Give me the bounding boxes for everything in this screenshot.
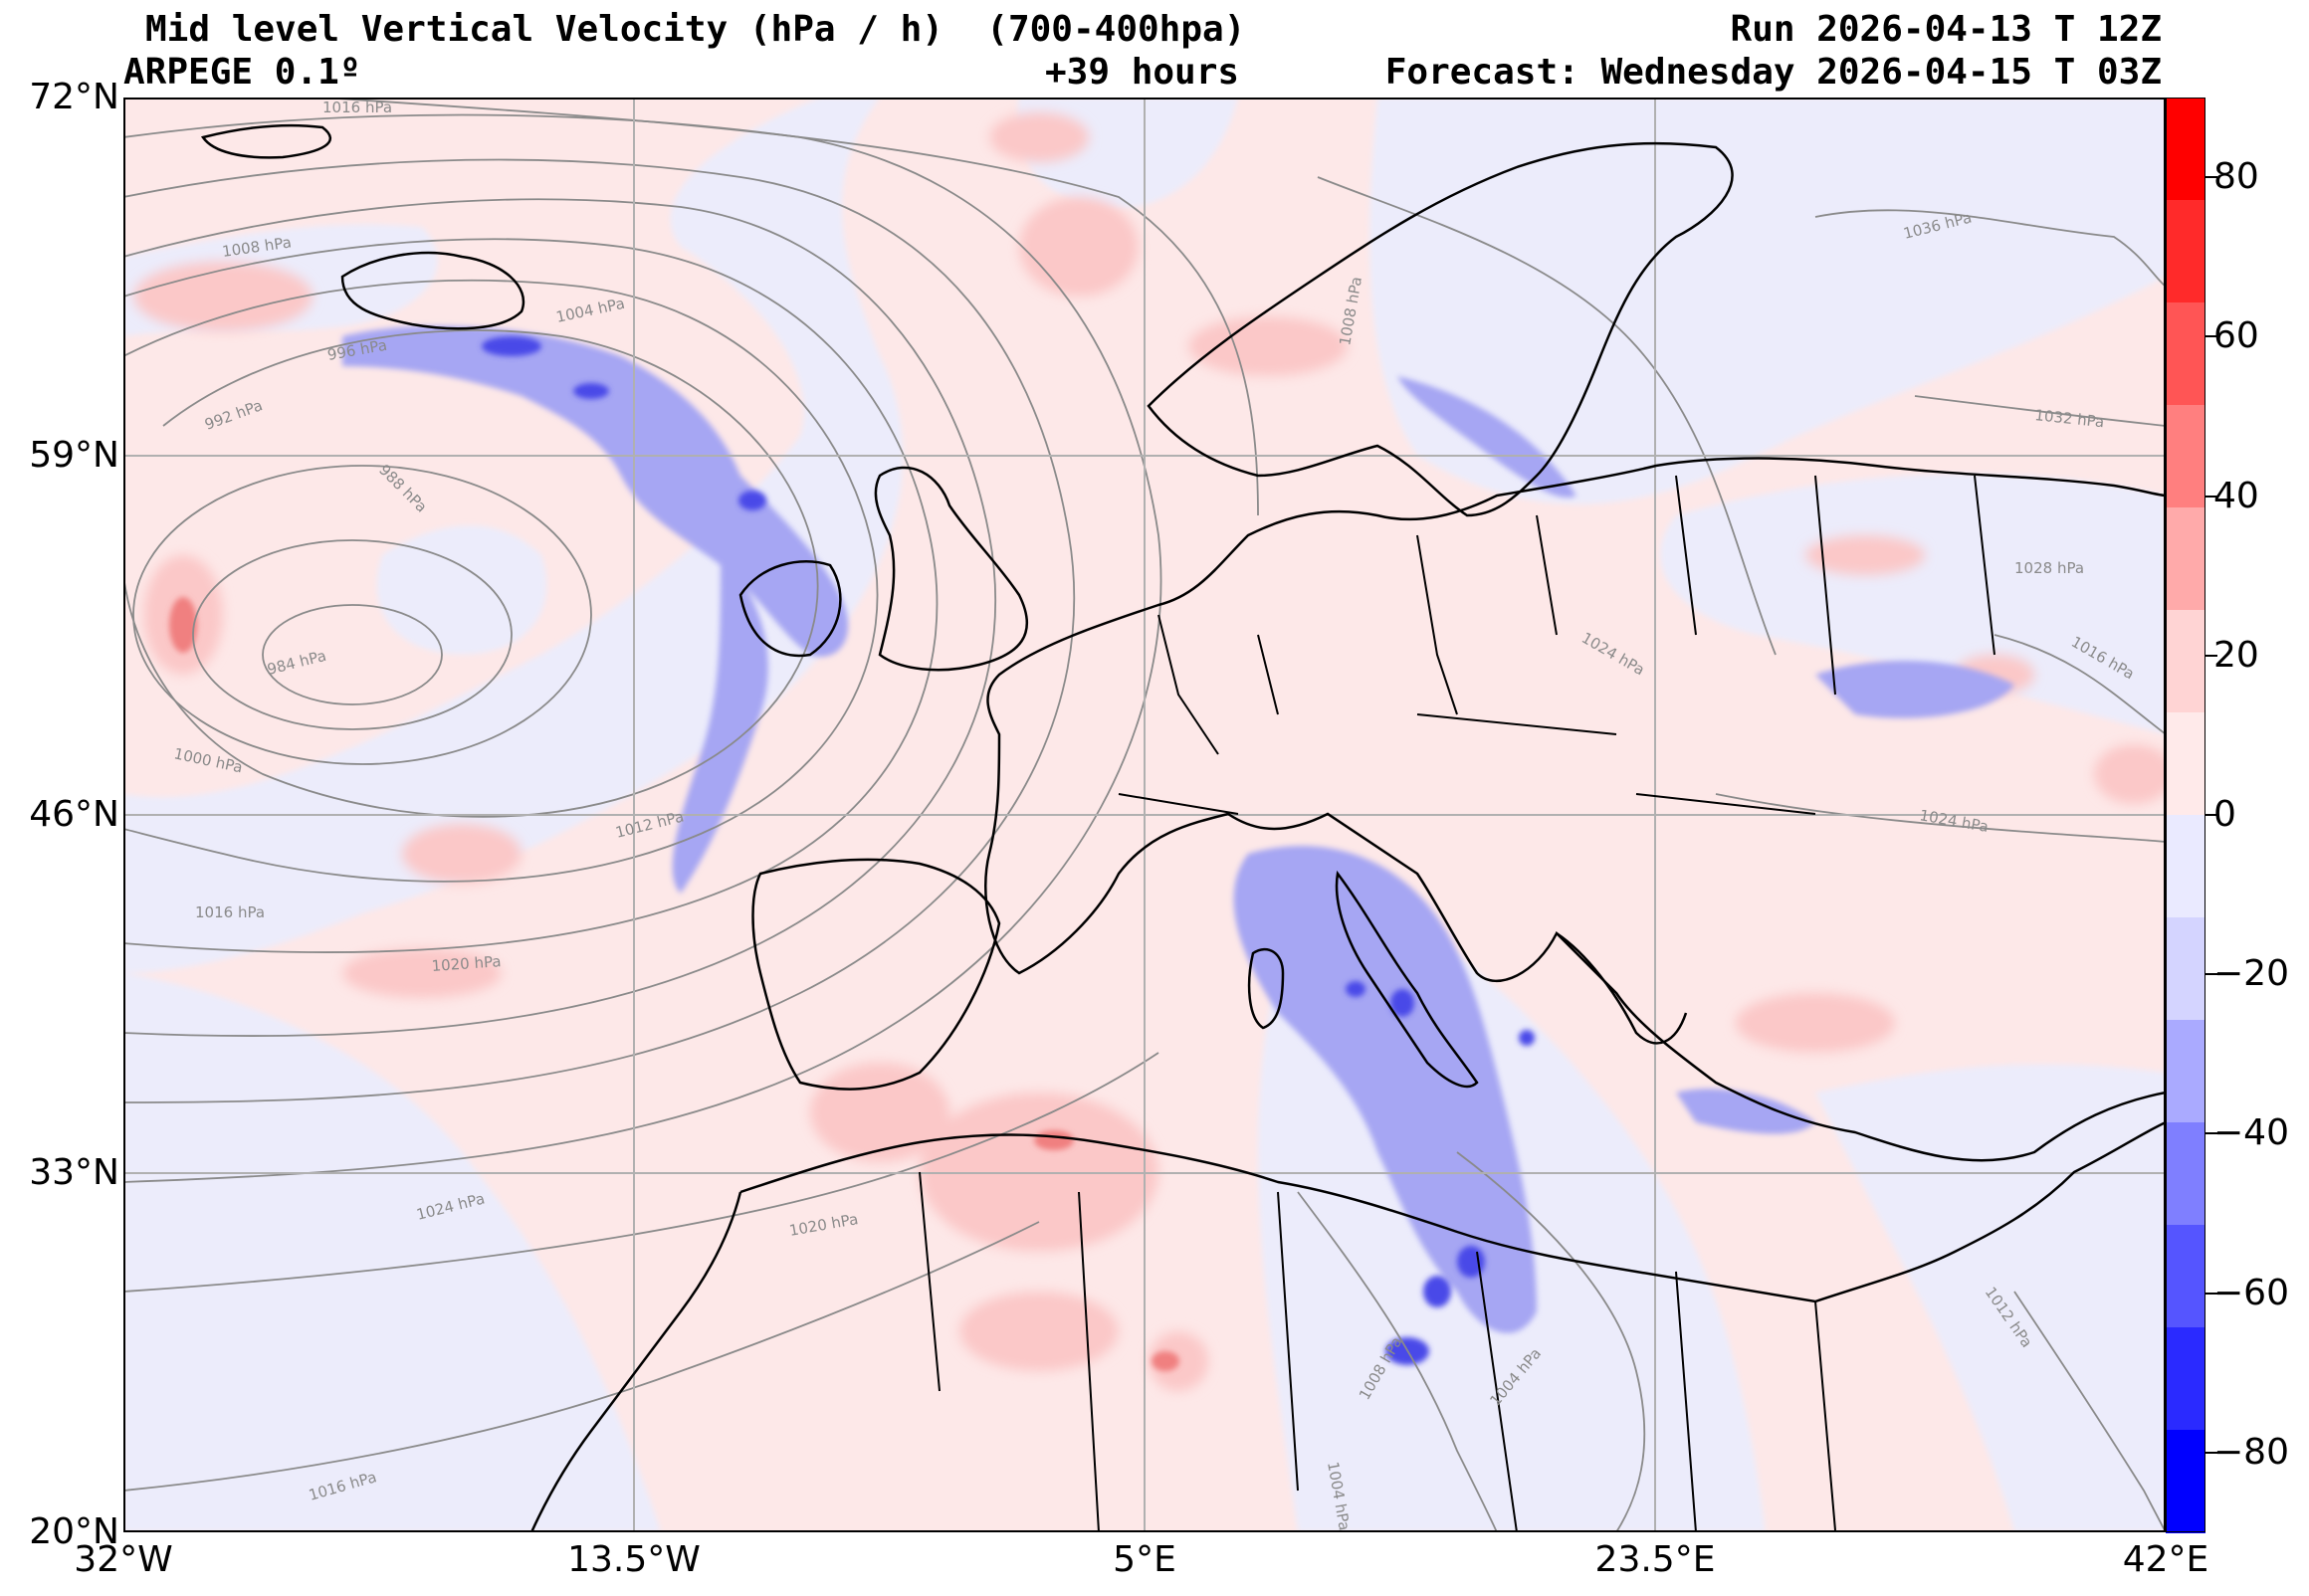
- scandinavia-coast: [1147, 141, 1734, 517]
- colorbar-segment: [2166, 302, 2205, 406]
- colorbar-tick: [2205, 1292, 2217, 1295]
- isobars: [123, 98, 2166, 1532]
- north-africa-coast: [739, 1120, 2166, 1303]
- colorbar-tick: [2205, 495, 2217, 498]
- colorbar-label: 40: [2213, 475, 2259, 516]
- colorbar-segment: [2166, 405, 2205, 508]
- colorbar-label: −80: [2213, 1431, 2289, 1473]
- colorbar-segment: [2166, 98, 2205, 201]
- isobar-label: 1016 hPa: [195, 903, 265, 921]
- lon-label-23-5e: 23.5°E: [1594, 1539, 1716, 1580]
- ireland-coast: [738, 560, 842, 658]
- italy-coast: [1335, 870, 1479, 1089]
- lat-label-72n: 72°N: [29, 77, 119, 117]
- colorbar-segment: [2166, 200, 2205, 303]
- iceland-coast: [340, 251, 525, 330]
- colorbar-label: 60: [2213, 315, 2259, 357]
- coastlines: [200, 123, 2166, 1532]
- greenland-coast: [200, 123, 331, 159]
- colorbar-label: −60: [2213, 1272, 2289, 1313]
- lon-label-5e: 5°E: [1113, 1539, 1176, 1580]
- colorbar-segment: [2166, 712, 2205, 816]
- lat-label-46n: 46°N: [29, 794, 119, 835]
- map-panel: 1016 hPa 1008 hPa 1004 hPa 996 hPa 992 h…: [123, 98, 2166, 1532]
- iberia-coast: [751, 858, 1001, 1091]
- map-frame: [123, 98, 2166, 1532]
- colorbar-label: −40: [2213, 1112, 2289, 1154]
- colorbar-label: 0: [2213, 794, 2236, 835]
- isobar-label: 1016 hPa: [322, 99, 392, 116]
- lead-time-label: +39 hours: [1045, 52, 1240, 93]
- colorbar-segment: [2166, 1225, 2205, 1328]
- colorbar-segment: [2166, 1122, 2205, 1226]
- lon-label-13-5w: 13.5°W: [567, 1539, 701, 1580]
- colorbar: [2166, 98, 2217, 1533]
- colorbar-segment: [2166, 917, 2205, 1021]
- colorbar-tick: [2205, 973, 2217, 976]
- colorbar-segment: [2166, 1430, 2205, 1533]
- colorbar-segment: [2166, 815, 2205, 918]
- isobar-label: 1028 hPa: [2014, 559, 2084, 577]
- colorbar-tick: [2205, 176, 2217, 179]
- descent-regions: [133, 112, 2166, 1391]
- forecast-label: Forecast: Wednesday 2026-04-15 T 03Z: [1384, 52, 2162, 93]
- graticule: [123, 98, 2166, 1532]
- colorbar-label: −20: [2213, 953, 2289, 995]
- west-africa-coast: [529, 1191, 742, 1532]
- colorbar-tick: [2205, 1132, 2217, 1135]
- colorbar-tick: [2205, 654, 2217, 657]
- isobar-label: 1020 hPa: [431, 952, 502, 975]
- lat-label-59n: 59°N: [29, 435, 119, 476]
- europe-coast: [984, 457, 2166, 1162]
- colorbar-segment: [2166, 610, 2205, 713]
- greece-coast: [1556, 931, 1688, 1045]
- run-label: Run 2026-04-13 T 12Z: [1730, 9, 2162, 50]
- model-label: ARPEGE 0.1º: [123, 52, 361, 93]
- colorbar-segment: [2166, 507, 2205, 611]
- britain-coast: [874, 466, 1029, 672]
- colorbar-tick: [2205, 814, 2217, 816]
- colorbar-segment: [2166, 1020, 2205, 1123]
- colorbar-frame: [2166, 98, 2205, 1532]
- colorbar-label: 20: [2213, 634, 2259, 676]
- colorbar-segment: [2166, 1327, 2205, 1431]
- colorbar-tick: [2205, 335, 2217, 338]
- sardinia-coast: [1247, 947, 1285, 1030]
- lat-label-20n: 20°N: [29, 1511, 119, 1552]
- lon-label-42e: 42°E: [2122, 1539, 2209, 1580]
- chart-title: Mid level Vertical Velocity (hPa / h) (7…: [145, 9, 1246, 50]
- lon-label-32w: 32°W: [74, 1539, 173, 1580]
- country-borders: [919, 475, 1995, 1532]
- colorbar-tick: [2205, 1451, 2217, 1454]
- colorbar-label: 80: [2213, 156, 2259, 198]
- lat-label-33n: 33°N: [29, 1152, 119, 1193]
